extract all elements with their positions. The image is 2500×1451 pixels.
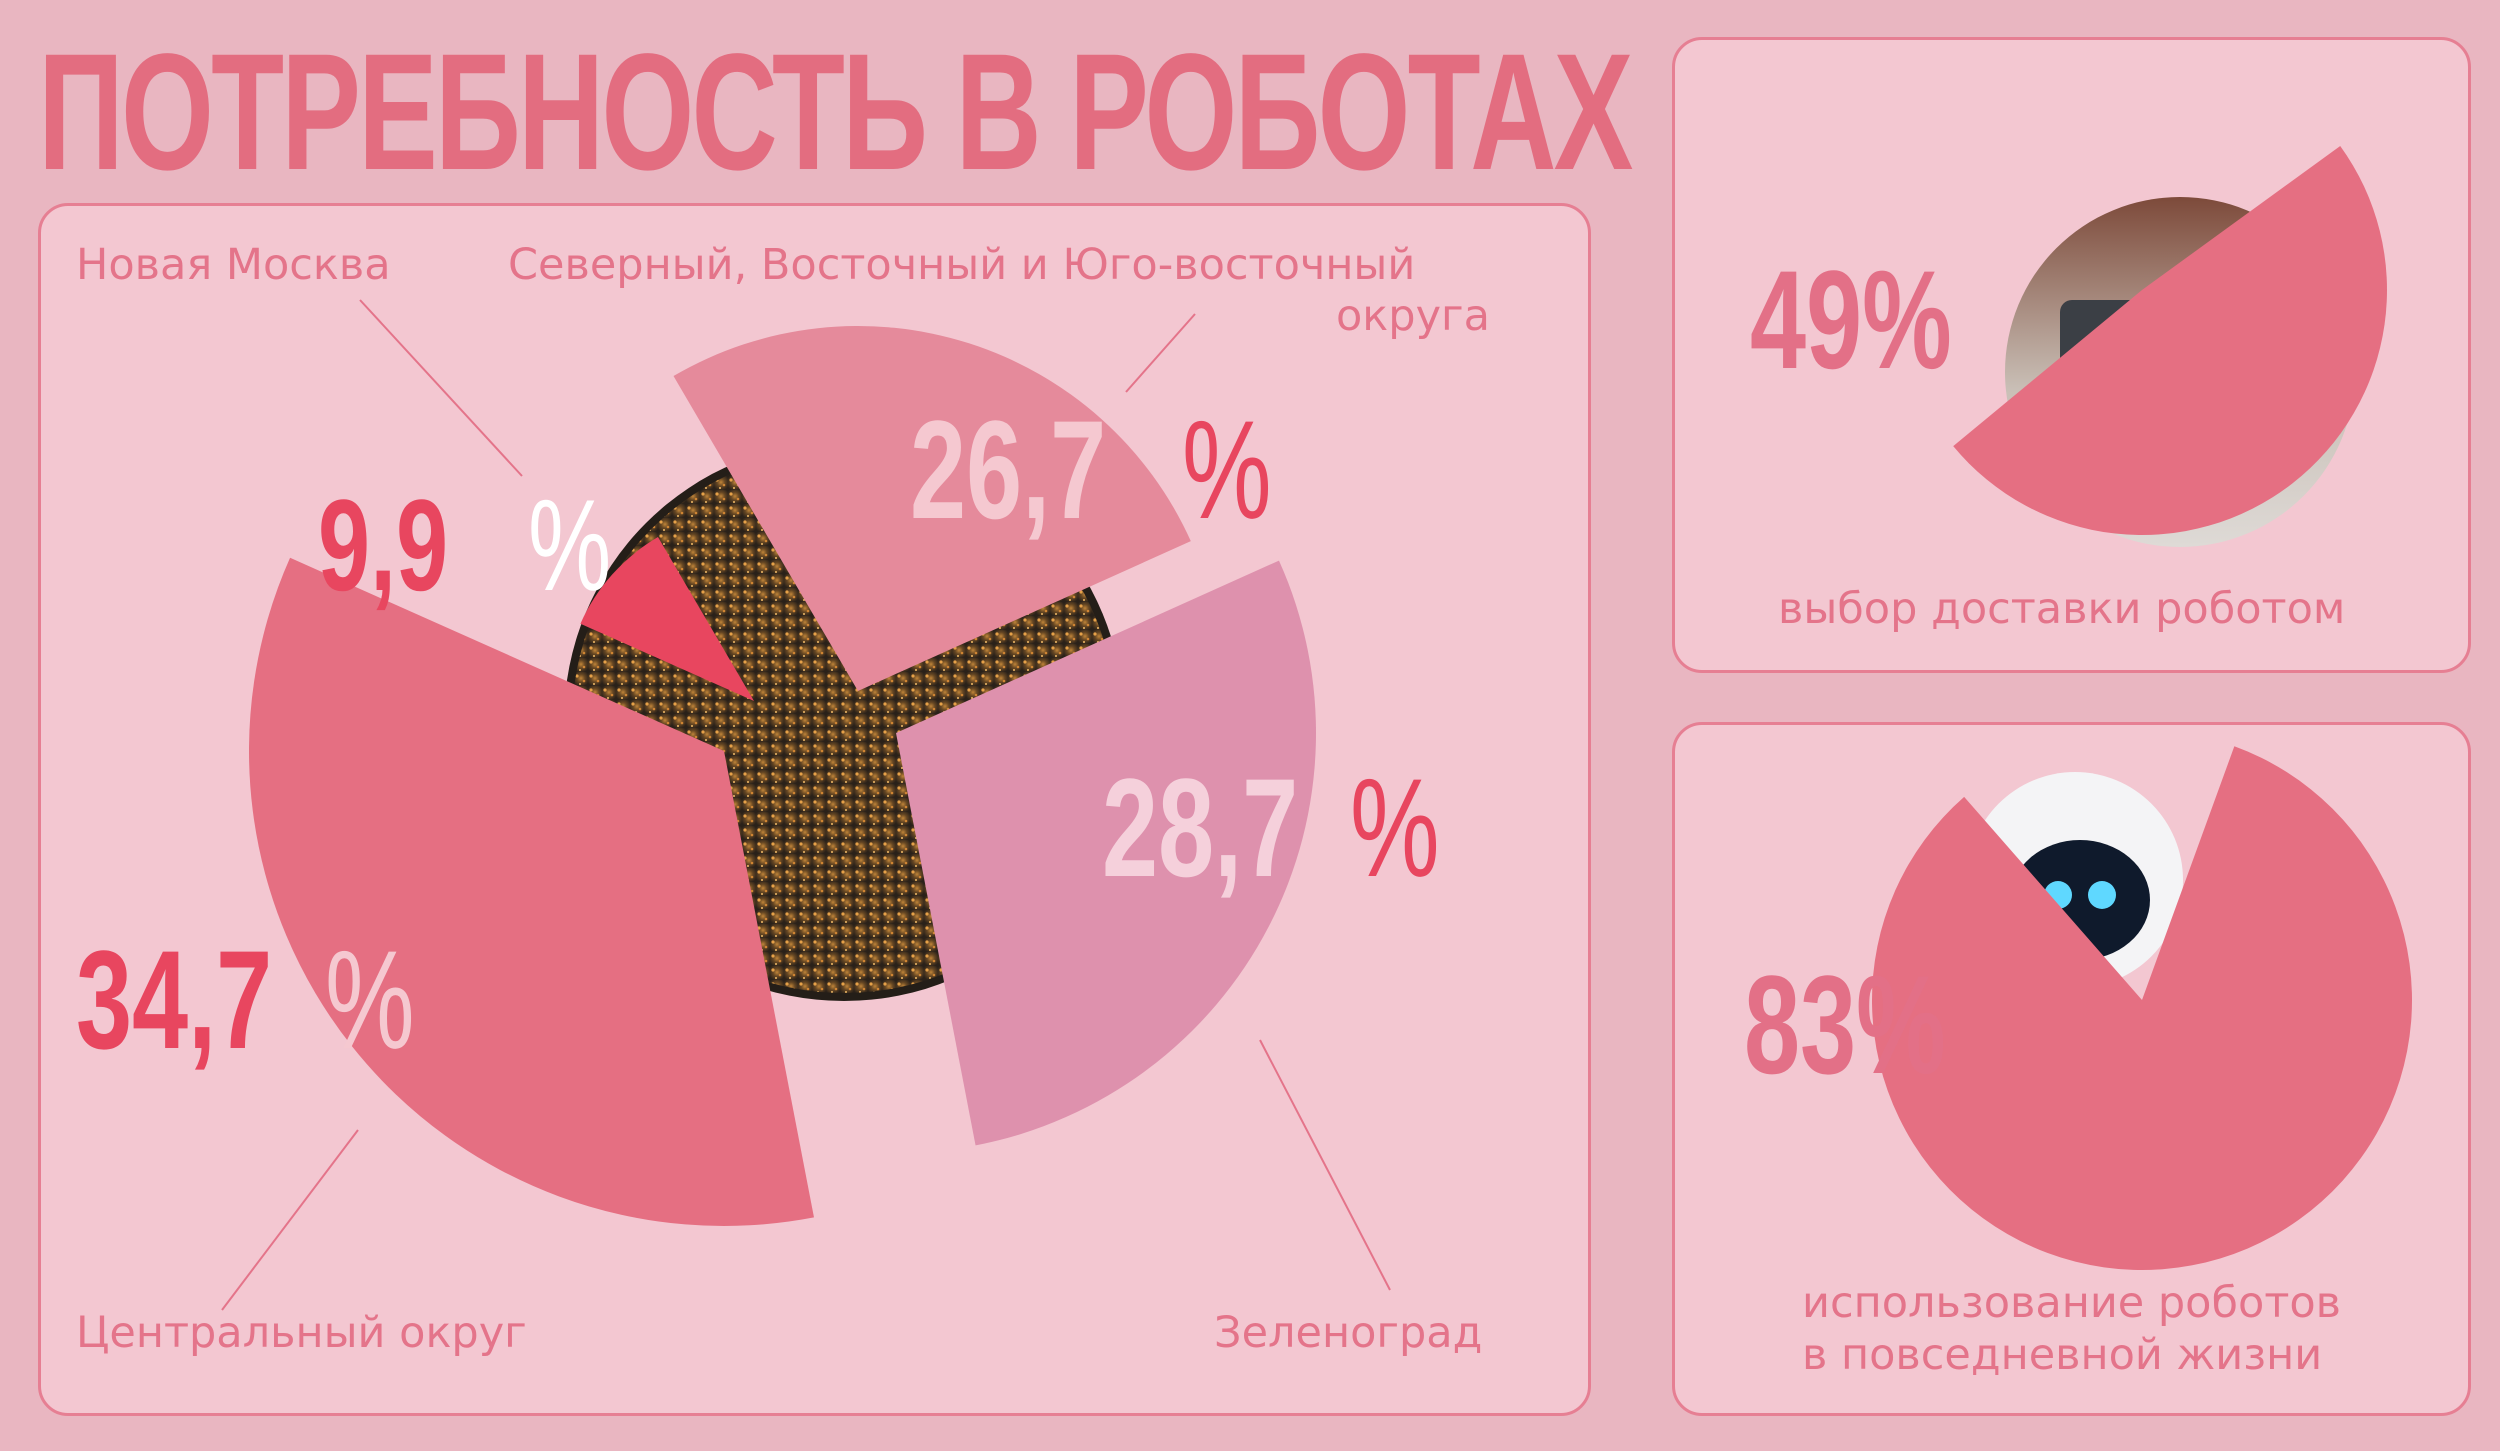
daily-life-label-line1: использование роботов	[1802, 1278, 2342, 1328]
value-delivery: 49%	[1750, 241, 1952, 398]
unit-zelenograd: %	[1350, 749, 1440, 906]
pie-slice-3	[896, 560, 1317, 1146]
leader-line-central	[221, 1129, 359, 1311]
page-title: ПОТРЕБНОСТЬ В РОБОТАХ	[38, 20, 1633, 205]
value-central: 34,7	[76, 921, 273, 1078]
delivery-label: выбор доставки роботом	[1778, 584, 2346, 634]
unit-north-east: %	[1182, 391, 1272, 548]
daily-life-pie-chart	[1871, 746, 2412, 1270]
unit-new-moscow: %	[528, 472, 612, 618]
district-label-north-east-line2: округа	[1336, 291, 1490, 341]
pie-slice-4	[248, 557, 814, 1226]
unit-central: %	[325, 921, 415, 1078]
delivery-pie-chart	[1953, 145, 2388, 536]
leader-line-zelenograd	[1259, 1039, 1391, 1291]
leader-line-new-moscow	[359, 299, 523, 477]
daily-life-pie-slice	[1871, 746, 2412, 1270]
value-daily-life: 83%	[1744, 946, 1946, 1103]
district-pie-chart	[248, 326, 1317, 1226]
district-label-new-moscow: Новая Москва	[76, 240, 391, 290]
daily-life-label-line2: в повседневной жизни	[1802, 1330, 2323, 1380]
value-north-east: 26,7	[910, 391, 1107, 548]
value-new-moscow: 9,9	[318, 472, 449, 618]
pie-slice-1	[580, 537, 754, 701]
district-label-zelenograd: Зеленоград	[1214, 1308, 1483, 1358]
district-label-north-east-line1: Северный, Восточный и Юго-восточный	[508, 240, 1416, 290]
value-zelenograd: 28,7	[1102, 749, 1299, 906]
leader-line-north-east	[1125, 313, 1196, 393]
pie-slice-2	[673, 326, 1191, 691]
delivery-pie-slice	[1953, 145, 2388, 536]
district-label-central: Центральный округ	[76, 1308, 527, 1358]
